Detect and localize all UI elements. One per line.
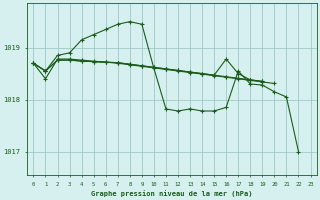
X-axis label: Graphe pression niveau de la mer (hPa): Graphe pression niveau de la mer (hPa)	[91, 190, 253, 197]
